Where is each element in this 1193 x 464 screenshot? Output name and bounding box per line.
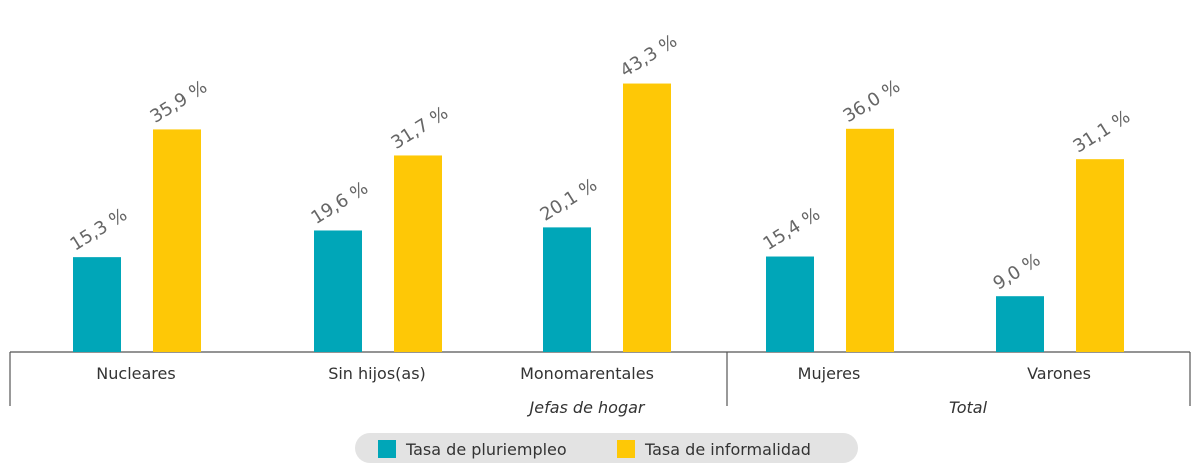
bar bbox=[623, 83, 671, 352]
bar bbox=[846, 128, 894, 352]
data-label: 31,7 % bbox=[388, 103, 452, 154]
group-label: Total bbox=[949, 398, 988, 417]
group-label: Jefas de hogar bbox=[527, 398, 646, 417]
bar bbox=[314, 230, 362, 352]
legend-box bbox=[355, 433, 858, 463]
data-label: 36,0 % bbox=[840, 76, 904, 127]
x-tick-label: Monomarentales bbox=[520, 364, 654, 383]
x-tick-label: Sin hijos(as) bbox=[328, 364, 426, 383]
legend-swatch bbox=[617, 440, 635, 458]
bar bbox=[996, 296, 1044, 352]
data-label: 19,6 % bbox=[308, 178, 372, 229]
data-label: 31,1 % bbox=[1070, 106, 1134, 157]
legend-swatch bbox=[378, 440, 396, 458]
data-label: 9,0 % bbox=[990, 249, 1045, 294]
legend-label: Tasa de informalidad bbox=[644, 440, 811, 459]
bar bbox=[543, 227, 591, 352]
bar bbox=[73, 257, 121, 352]
data-label: 43,3 % bbox=[617, 31, 681, 82]
bar bbox=[394, 155, 442, 352]
legend-label: Tasa de pluriempleo bbox=[405, 440, 567, 459]
x-tick-label: Mujeres bbox=[798, 364, 861, 383]
bar bbox=[1076, 159, 1124, 352]
data-label: 20,1 % bbox=[537, 174, 601, 225]
data-label: 15,3 % bbox=[67, 204, 131, 255]
x-tick-label: Nucleares bbox=[96, 364, 175, 383]
x-tick-label: Varones bbox=[1027, 364, 1091, 383]
data-label: 35,9 % bbox=[147, 77, 211, 128]
bar bbox=[766, 256, 814, 352]
data-label: 15,4 % bbox=[760, 204, 824, 255]
bar bbox=[153, 129, 201, 352]
